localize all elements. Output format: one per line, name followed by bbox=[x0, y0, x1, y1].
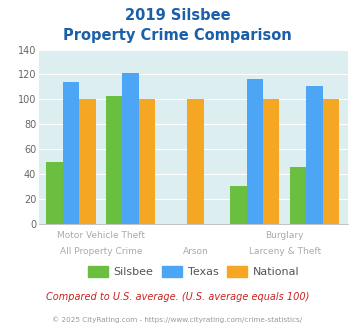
Text: © 2025 CityRating.com - https://www.cityrating.com/crime-statistics/: © 2025 CityRating.com - https://www.city… bbox=[53, 317, 302, 323]
Bar bbox=[187, 99, 203, 224]
Bar bbox=[139, 99, 155, 224]
Text: Burglary: Burglary bbox=[266, 231, 304, 240]
Text: Property Crime Comparison: Property Crime Comparison bbox=[63, 28, 292, 43]
Bar bbox=[247, 80, 263, 224]
Bar bbox=[263, 99, 279, 224]
Bar bbox=[122, 73, 139, 224]
Text: 2019 Silsbee: 2019 Silsbee bbox=[125, 8, 230, 23]
Legend: Silsbee, Texas, National: Silsbee, Texas, National bbox=[83, 262, 304, 282]
Bar bbox=[79, 99, 95, 224]
Bar bbox=[323, 99, 339, 224]
Bar bbox=[47, 162, 63, 224]
Text: Motor Vehicle Theft: Motor Vehicle Theft bbox=[57, 231, 145, 240]
Bar bbox=[63, 82, 79, 224]
Bar bbox=[230, 186, 247, 224]
Text: Arson: Arson bbox=[182, 247, 208, 256]
Text: Larceny & Theft: Larceny & Theft bbox=[248, 247, 321, 256]
Text: All Property Crime: All Property Crime bbox=[60, 247, 142, 256]
Text: Compared to U.S. average. (U.S. average equals 100): Compared to U.S. average. (U.S. average … bbox=[46, 292, 309, 302]
Bar bbox=[306, 86, 323, 224]
Bar bbox=[106, 96, 122, 224]
Bar bbox=[290, 167, 306, 224]
